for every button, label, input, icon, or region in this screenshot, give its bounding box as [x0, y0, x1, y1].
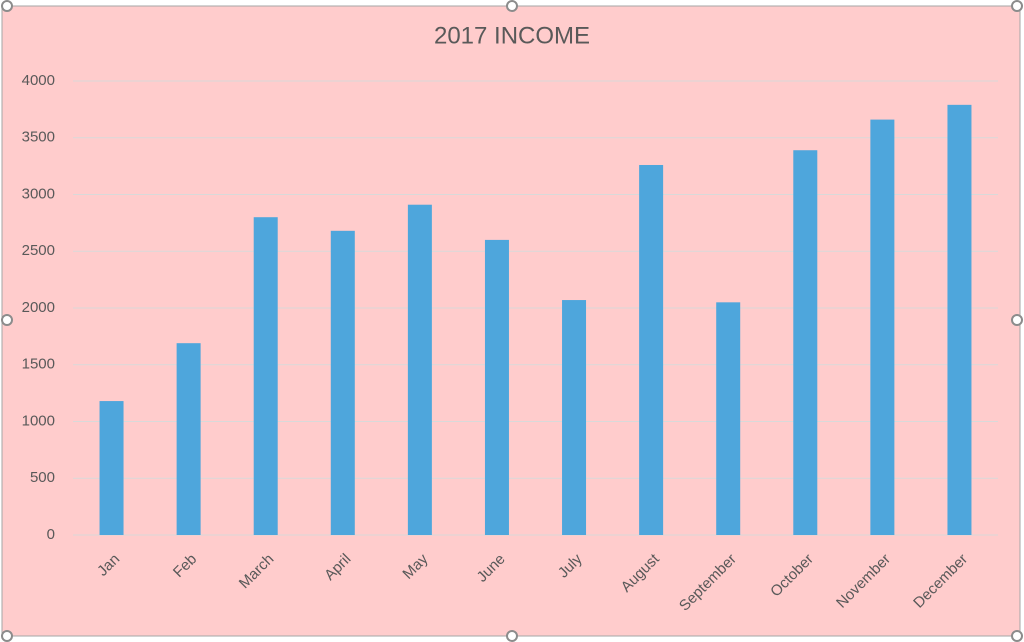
y-tick-label: 2500: [22, 242, 55, 259]
y-tick-label: 3500: [22, 129, 55, 146]
handle: [506, 630, 518, 642]
bar: [99, 401, 124, 535]
bar: [253, 217, 278, 535]
bar: [716, 302, 741, 535]
y-tick-label: 1500: [22, 356, 55, 373]
y-tick-label: 2000: [22, 299, 55, 316]
handle: [1011, 0, 1023, 12]
handle: [1, 314, 13, 326]
y-tick-label: 3000: [22, 185, 55, 202]
handle: [1, 0, 13, 12]
y-tick-label: 1000: [22, 412, 55, 429]
y-tick-label: 500: [30, 469, 55, 486]
bar: [176, 343, 201, 535]
handle: [1011, 630, 1023, 642]
bar: [562, 300, 587, 535]
bar: [947, 104, 972, 536]
handle: [1011, 314, 1023, 326]
y-tick-label: 0: [47, 526, 55, 543]
chart-area: [1, 5, 1021, 637]
handle: [1, 630, 13, 642]
chart-title: 2017 INCOME: [434, 22, 590, 49]
bar: [793, 150, 818, 536]
bar: [484, 239, 509, 535]
handle: [506, 0, 518, 12]
y-tick-label: 4000: [22, 72, 55, 89]
bar: [870, 119, 895, 535]
bar: [407, 204, 432, 535]
bar: [330, 230, 355, 535]
bar: [639, 164, 664, 536]
